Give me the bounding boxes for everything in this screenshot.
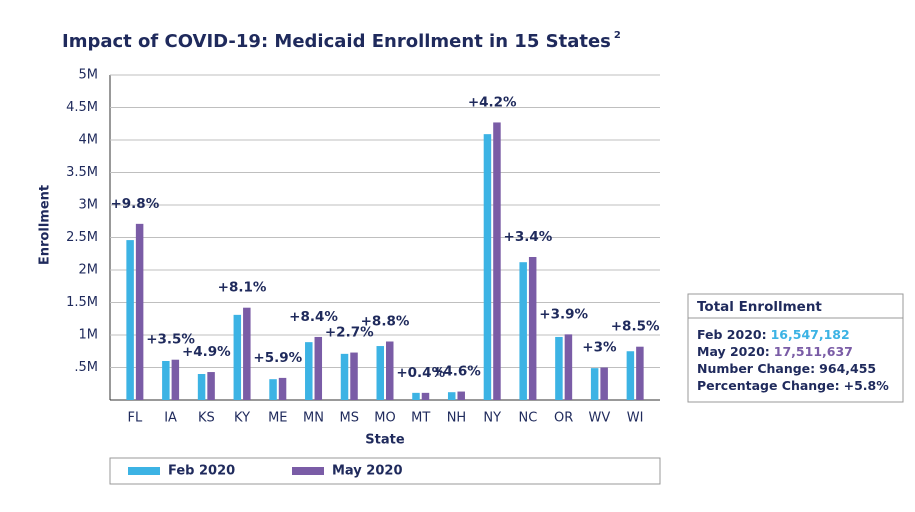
title-superscript: 2: [614, 30, 621, 41]
x-tick-label: KY: [234, 411, 250, 426]
bar: [528, 257, 537, 400]
bar: [626, 351, 635, 400]
x-tick-label: KS: [198, 411, 215, 426]
summary-row: May 2020: 17,511,637: [697, 344, 853, 359]
change-label: +8.4%: [289, 309, 338, 325]
summary-label: Feb 2020:: [697, 327, 767, 342]
x-axis-label: State: [365, 433, 405, 448]
bar: [126, 240, 134, 400]
y-tick-label: .5M: [74, 360, 98, 375]
bar: [564, 334, 573, 400]
x-tick-label: MS: [340, 411, 359, 426]
x-tick-label: FL: [127, 411, 142, 426]
x-tick-label: WV: [589, 411, 611, 426]
bar: [457, 391, 465, 400]
legend-box: [109, 457, 661, 485]
bar: [233, 314, 242, 400]
bar: [483, 134, 492, 400]
x-tick-label: NH: [447, 411, 467, 426]
change-label: +3.5%: [146, 332, 195, 348]
x-tick-label: MO: [374, 411, 395, 426]
change-label: +8.5%: [611, 319, 660, 335]
legend-swatch: [128, 467, 160, 475]
bar: [197, 374, 206, 400]
change-label: +8.8%: [361, 314, 410, 330]
bar: [636, 346, 644, 400]
bar: [278, 377, 287, 400]
bar: [519, 262, 527, 400]
bar: [171, 359, 180, 400]
bar: [412, 392, 420, 400]
summary-row: Number Change: 964,455: [697, 361, 876, 376]
x-tick-label: OR: [554, 411, 573, 426]
bar: [314, 336, 323, 400]
change-label: +3%: [582, 340, 617, 356]
bar: [555, 336, 563, 400]
x-tick-label: IA: [164, 411, 177, 426]
x-tick-label: MT: [411, 411, 430, 426]
legend-swatch: [292, 467, 324, 475]
change-label: +2.7%: [325, 325, 374, 341]
x-tick-label: NY: [483, 411, 501, 426]
change-label: +4.2%: [468, 94, 517, 110]
legend-label: Feb 2020: [168, 464, 235, 479]
x-tick-label: NC: [519, 411, 538, 426]
legend-label: May 2020: [332, 464, 403, 479]
bar: [376, 346, 384, 400]
bar: [421, 392, 430, 400]
summary-value: 964,455: [819, 361, 876, 376]
bar: [590, 368, 599, 400]
bar: [162, 361, 170, 400]
summary-row: Feb 2020: 16,547,182: [697, 327, 850, 342]
bar: [600, 367, 608, 400]
change-label: +5.9%: [253, 350, 302, 366]
bar: [340, 353, 349, 400]
summary-label: Number Change:: [697, 361, 815, 376]
summary-row: Percentage Change: +5.8%: [697, 378, 889, 393]
y-tick-label: 3.5M: [66, 165, 98, 180]
title-text: Impact of COVID-19: Medicaid Enrollment …: [62, 31, 611, 52]
x-tick-label: ME: [268, 411, 287, 426]
bar: [386, 341, 394, 400]
bar: [447, 392, 456, 400]
x-tick-label: WI: [627, 411, 644, 426]
bar: [207, 372, 215, 400]
summary-label: Percentage Change:: [697, 378, 840, 393]
y-tick-label: 1.5M: [66, 295, 98, 310]
summary-value: +5.8%: [844, 378, 890, 393]
change-label: +4.6%: [432, 364, 481, 380]
summary-title: Total Enrollment: [697, 299, 822, 315]
y-tick-label: 2.5M: [66, 230, 98, 245]
y-tick-label: 2M: [79, 263, 99, 278]
summary-label: May 2020:: [697, 344, 770, 359]
y-axis-label: Enrollment: [38, 185, 53, 265]
chart-title: Impact of COVID-19: Medicaid Enrollment …: [62, 30, 621, 52]
x-tick-label: MN: [303, 411, 324, 426]
y-tick-label: 4.5M: [66, 100, 98, 115]
y-tick-label: 5M: [79, 68, 99, 83]
bar: [493, 122, 501, 400]
bar: [243, 307, 251, 400]
change-label: +0.4%: [396, 365, 445, 381]
summary-value: 17,511,637: [774, 344, 853, 359]
summary-value: 16,547,182: [771, 327, 850, 342]
bar: [135, 223, 144, 400]
y-tick-label: 4M: [79, 133, 99, 148]
y-tick-label: 1M: [79, 328, 99, 343]
bar: [305, 342, 313, 400]
bar: [350, 352, 358, 400]
summary-box: [687, 293, 904, 403]
change-label: +3.9%: [539, 306, 588, 322]
bar: [269, 379, 277, 400]
change-label: +9.8%: [110, 196, 159, 212]
change-label: +8.1%: [218, 280, 267, 296]
change-label: +3.4%: [504, 229, 553, 245]
y-tick-label: 3M: [79, 198, 99, 213]
change-label: +4.9%: [182, 344, 231, 360]
